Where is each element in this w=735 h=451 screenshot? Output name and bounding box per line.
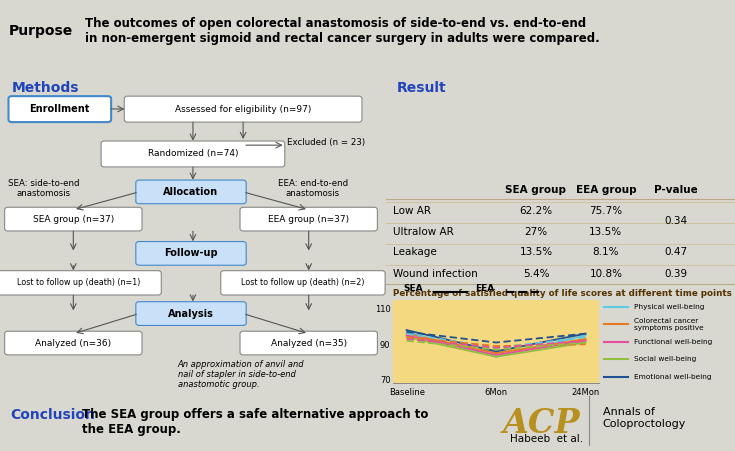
Text: EEA: EEA bbox=[476, 284, 495, 293]
Text: Wound infection: Wound infection bbox=[392, 269, 478, 279]
FancyBboxPatch shape bbox=[240, 207, 377, 231]
FancyBboxPatch shape bbox=[4, 331, 142, 355]
Text: The outcomes of open colorectal anastomosis of side-to-end vs. end-to-end
in non: The outcomes of open colorectal anastomo… bbox=[85, 18, 599, 46]
Text: Social well-being: Social well-being bbox=[634, 356, 696, 362]
Text: Excluded (n = 23): Excluded (n = 23) bbox=[287, 138, 365, 147]
Text: 27%: 27% bbox=[525, 226, 548, 237]
Text: Allocation: Allocation bbox=[163, 187, 218, 197]
Text: SEA: side-to-end
anastomosis: SEA: side-to-end anastomosis bbox=[7, 179, 79, 198]
FancyBboxPatch shape bbox=[124, 96, 362, 122]
Text: Result: Result bbox=[396, 81, 446, 95]
FancyBboxPatch shape bbox=[136, 180, 246, 204]
FancyBboxPatch shape bbox=[4, 207, 142, 231]
Text: SEA group (n=37): SEA group (n=37) bbox=[32, 215, 114, 224]
Text: An approximation of anvil and
nail of stapler in side-to-end
anastomotic group.: An approximation of anvil and nail of st… bbox=[178, 360, 304, 390]
Text: Habeeb  et al.: Habeeb et al. bbox=[510, 434, 583, 444]
Text: Emotional well-being: Emotional well-being bbox=[634, 374, 711, 380]
Text: Lost to follow up (death) (n=1): Lost to follow up (death) (n=1) bbox=[18, 278, 141, 287]
FancyBboxPatch shape bbox=[240, 331, 377, 355]
Text: 10.8%: 10.8% bbox=[589, 269, 623, 279]
Text: Lost to follow up (death) (n=2): Lost to follow up (death) (n=2) bbox=[241, 278, 365, 287]
Text: 8.1%: 8.1% bbox=[592, 248, 619, 258]
Text: Low AR: Low AR bbox=[392, 206, 431, 216]
Text: EEA group: EEA group bbox=[576, 185, 636, 195]
FancyBboxPatch shape bbox=[0, 271, 161, 295]
Text: Functional well-being: Functional well-being bbox=[634, 339, 711, 345]
Text: Colorectal cancer
symptoms positive: Colorectal cancer symptoms positive bbox=[634, 318, 703, 331]
Text: Methods: Methods bbox=[12, 81, 79, 95]
FancyBboxPatch shape bbox=[220, 271, 385, 295]
Text: Purpose: Purpose bbox=[9, 24, 73, 38]
Text: 62.2%: 62.2% bbox=[520, 206, 553, 216]
Text: Leakage: Leakage bbox=[392, 248, 437, 258]
Text: EEA group (n=37): EEA group (n=37) bbox=[268, 215, 349, 224]
Text: 0.34: 0.34 bbox=[664, 216, 687, 226]
Text: SEA group: SEA group bbox=[506, 185, 567, 195]
Text: Analysis: Analysis bbox=[168, 308, 214, 318]
FancyBboxPatch shape bbox=[136, 242, 246, 265]
Text: Annals of
Coloproctology: Annals of Coloproctology bbox=[603, 407, 686, 429]
Text: 13.5%: 13.5% bbox=[520, 248, 553, 258]
Text: Assessed for eligibility (n=97): Assessed for eligibility (n=97) bbox=[175, 105, 312, 114]
Text: SEA: SEA bbox=[404, 284, 423, 293]
Text: 0.39: 0.39 bbox=[664, 269, 687, 279]
Text: EEA: end-to-end
anastomosis: EEA: end-to-end anastomosis bbox=[278, 179, 348, 198]
Text: Physical well-being: Physical well-being bbox=[634, 304, 704, 309]
Text: Conclusion: Conclusion bbox=[10, 409, 96, 423]
FancyBboxPatch shape bbox=[101, 141, 284, 167]
Text: ACP: ACP bbox=[502, 407, 580, 440]
FancyBboxPatch shape bbox=[9, 96, 111, 122]
Text: 13.5%: 13.5% bbox=[589, 226, 623, 237]
Text: Follow-up: Follow-up bbox=[164, 249, 218, 258]
Text: Ultralow AR: Ultralow AR bbox=[392, 226, 453, 237]
Text: 75.7%: 75.7% bbox=[589, 206, 623, 216]
Text: 5.4%: 5.4% bbox=[523, 269, 549, 279]
FancyBboxPatch shape bbox=[136, 302, 246, 326]
Text: P-value: P-value bbox=[653, 185, 698, 195]
Text: Percentage of satisfied quality of life scores at different time points: Percentage of satisfied quality of life … bbox=[392, 289, 732, 298]
Text: The SEA group offers a safe alternative approach to
the EEA group.: The SEA group offers a safe alternative … bbox=[82, 409, 429, 437]
Text: Enrollment: Enrollment bbox=[29, 104, 90, 114]
Text: Analyzed (n=36): Analyzed (n=36) bbox=[35, 339, 112, 348]
Text: 0.47: 0.47 bbox=[664, 248, 687, 258]
Text: Analyzed (n=35): Analyzed (n=35) bbox=[270, 339, 347, 348]
Text: Randomized (n=74): Randomized (n=74) bbox=[148, 149, 238, 158]
